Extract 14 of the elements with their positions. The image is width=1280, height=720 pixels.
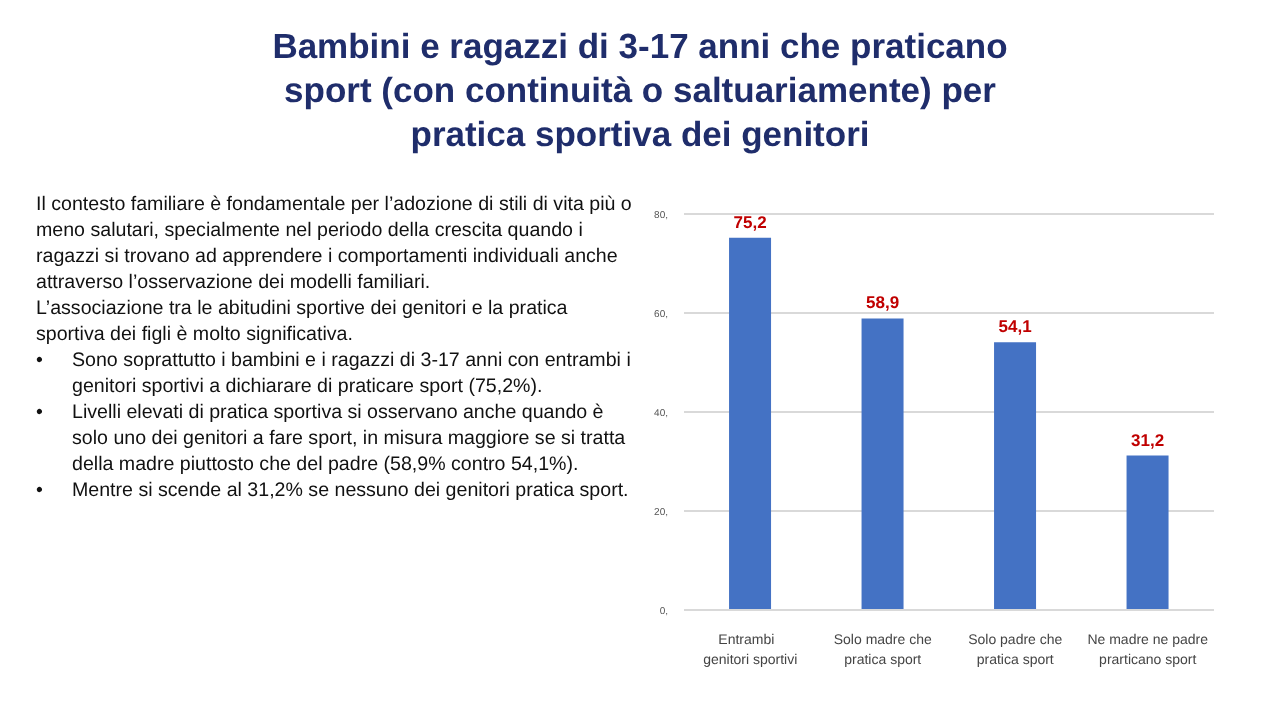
bar <box>729 237 772 610</box>
bar <box>1126 455 1169 610</box>
data-label: 54,1 <box>998 316 1033 337</box>
bar <box>861 318 904 610</box>
bar <box>994 342 1037 610</box>
data-label: 31,2 <box>1131 429 1165 450</box>
text: • Sono soprattutto i bambini e i ragazzi di 3-17 anni con entrambi i genitori sportivi a dichiarare di praticare sport (75,2%). <box>36 350 631 398</box>
text: L’associazione tra le abitudini sportive dei genitori e la pratica sportiva dei figli è molto significativa. <box>36 296 570 348</box>
text: • Livelli elevati di pratica sportiva si osservano anche quando è solo uno dei genitori a fare sport, in misura maggiore se si tratta della madre piuttosto che del padre (58,9% contro 54,1%). <box>36 402 626 476</box>
data-label: 58,9 <box>866 292 900 313</box>
data-label: 75,2 <box>733 211 768 232</box>
chart-title: Bambini e ragazzi di 3-17 anni che praticano sport (con continuità o saltuariamente) per pratica sportiva dei genitori <box>270 24 1010 156</box>
text: • Mentre si scende al 31,2% se nessuno dei genitori pratica sport. <box>36 480 629 502</box>
text: Il contesto familiare è fondamentale per l’adozione di stili di vita più o meno salutari, specialmente nel periodo della crescita quando i ragazzi si trovano ad apprendere i comportamenti individuali anche attraverso l’osservazione dei modelli familiari. <box>36 192 634 296</box>
